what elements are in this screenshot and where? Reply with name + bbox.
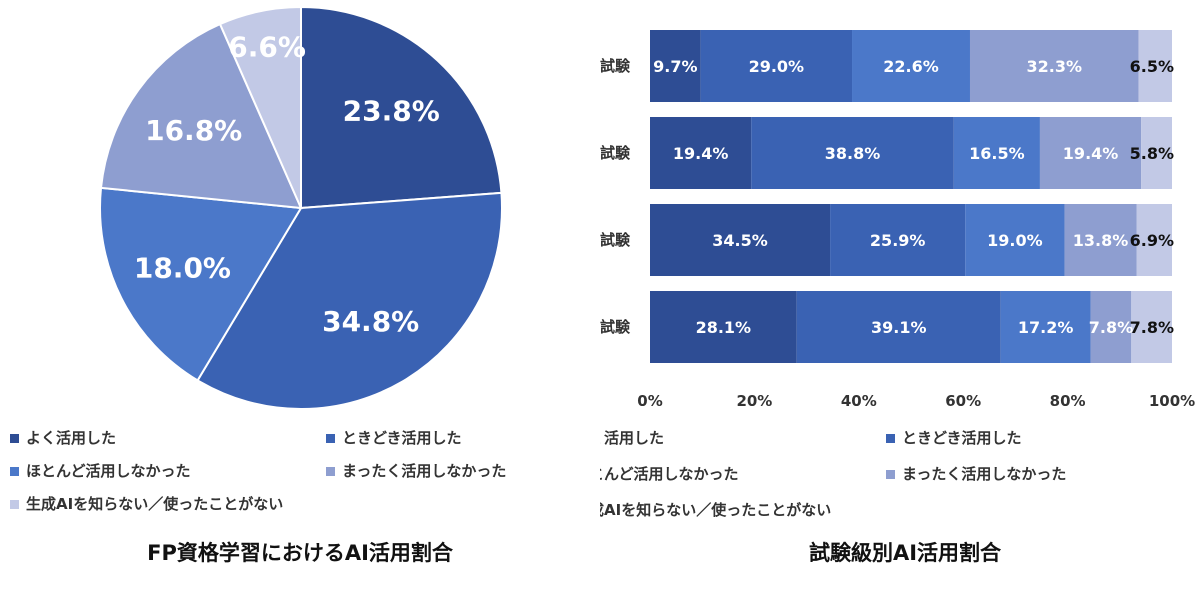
category-label: 2級試験 [600, 144, 631, 162]
legend-label: よく活用した [600, 429, 664, 447]
pie-chart-title: FP資格学習におけるAI活用割合 [147, 541, 454, 565]
bar-segment [953, 117, 1040, 189]
legend-label: ときどき活用した [342, 429, 462, 447]
bar-segment [1138, 30, 1172, 102]
x-tick-label: 0% [637, 392, 662, 410]
legend-label: ほとんど活用しなかった [26, 462, 191, 480]
bar-value-label: 7.8% [1089, 318, 1133, 337]
bar-segment [650, 291, 797, 363]
bar-chart-title: 試験級別AI活用割合 [809, 541, 1002, 565]
bar-value-label: 25.9% [870, 231, 926, 250]
bar-segment [650, 204, 831, 276]
bar-segment [965, 204, 1065, 276]
bar-segment [700, 30, 853, 102]
legend-label: 生成AIを知らない／使ったことがない [600, 501, 831, 519]
x-tick-label: 80% [1050, 392, 1086, 410]
pie-slice [99, 186, 303, 382]
bar-segment [650, 117, 752, 189]
legend-label: まったく活用しなかった [902, 465, 1066, 483]
bar-segment [830, 204, 966, 276]
bar-segment [1064, 204, 1137, 276]
bar-value-label: 19.4% [1063, 144, 1119, 163]
bar-value-label: 32.3% [1027, 57, 1083, 76]
pie-slice [300, 5, 503, 210]
stacked-bar-chart: 3級試験 2級試験 1級実技試験 1級学科試験 9.7% 29.0% 22.6% 32.3%… [600, 30, 1195, 565]
pie-slice-label: 6.6% [228, 31, 306, 64]
x-tick-label: 40% [841, 392, 877, 410]
bar-value-label: 29.0% [749, 57, 805, 76]
bar-segment [1131, 291, 1172, 363]
legend-swatch [10, 467, 19, 476]
legend-swatch [10, 500, 19, 509]
bar-value-label: 19.4% [673, 144, 729, 163]
bar-value-label: 28.1% [696, 318, 752, 337]
bar-value-label: 5.8% [1130, 144, 1174, 163]
bar-value-label: 22.6% [883, 57, 939, 76]
legend-label: よく活用した [26, 429, 116, 447]
legend-swatch [326, 467, 335, 476]
legend-label: ときどき活用した [902, 429, 1022, 447]
pie-slice-label: 23.8% [343, 95, 440, 128]
x-tick-label: 100% [1149, 392, 1195, 410]
bar-segment [969, 30, 1139, 102]
bar-value-label: 17.2% [1018, 318, 1074, 337]
x-tick-label: 60% [945, 392, 981, 410]
bar-value-label: 9.7% [653, 57, 697, 76]
bar-value-label: 7.8% [1130, 318, 1174, 337]
bar-value-label: 6.5% [1130, 57, 1174, 76]
legend-label: 生成AIを知らない／使ったことがない [26, 495, 283, 513]
pie-slice-label: 34.8% [322, 305, 419, 338]
bar-value-label: 39.1% [871, 318, 927, 337]
pie-slice-label: 18.0% [134, 251, 231, 284]
bar-value-label: 13.8% [1073, 231, 1129, 250]
pie-slice [218, 5, 302, 209]
bar-segment [852, 30, 970, 102]
bar-value-label: 19.0% [987, 231, 1043, 250]
pie-slice-label: 16.8% [145, 114, 242, 147]
pie-slice [196, 191, 503, 410]
bar-segment [1000, 291, 1091, 363]
legend-swatch [886, 434, 895, 443]
bar-segment [1141, 117, 1172, 189]
bar-value-label: 16.5% [969, 144, 1025, 163]
bar-value-label: 38.8% [825, 144, 881, 163]
legend-label: まったく活用しなかった [342, 462, 506, 480]
category-label: 1級実技試験 [600, 231, 631, 249]
bar-segment [751, 117, 954, 189]
bar-segment [1136, 204, 1172, 276]
bar-segment [1039, 117, 1142, 189]
bar-segment [1090, 291, 1132, 363]
pie-chart: 23.8% 34.8% 18.0% 16.8% 6.6% よく活用した ときどき活用したほ… [10, 5, 506, 565]
legend-swatch [326, 434, 335, 443]
category-label: 1級学科試験 [600, 318, 631, 336]
legend-swatch [10, 434, 19, 443]
x-tick-label: 20% [736, 392, 772, 410]
bar-segment [796, 291, 1001, 363]
legend-label: ほとんど活用しなかった [600, 465, 739, 483]
legend-swatch [886, 470, 895, 479]
bar-value-label: 6.9% [1130, 231, 1174, 250]
bar-value-label: 34.5% [712, 231, 768, 250]
bar-segment [650, 30, 701, 102]
pie-slice [99, 22, 303, 210]
category-label: 3級試験 [600, 57, 631, 75]
